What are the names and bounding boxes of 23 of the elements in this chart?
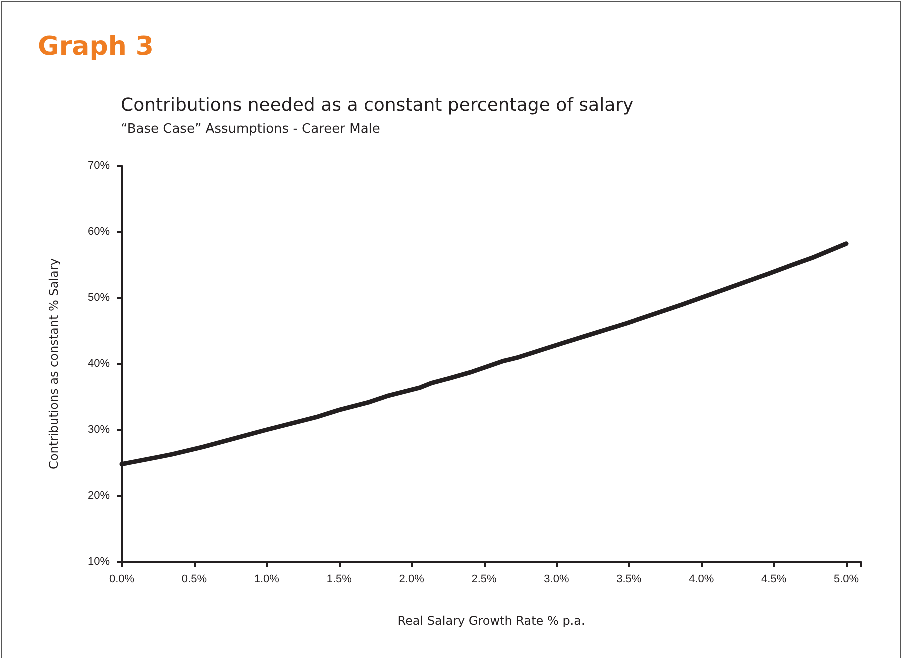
caption: Graph 3 <box>38 32 154 62</box>
x-axis-title: Real Salary Growth Rate % p.a. <box>398 614 586 628</box>
x-tick-label: 1.5% <box>326 574 352 586</box>
x-tick-label: 1.0% <box>254 574 280 586</box>
y-tick-label: 10% <box>88 556 110 568</box>
y-tick-label: 20% <box>88 490 110 502</box>
x-tick-label: 2.5% <box>472 574 498 586</box>
y-axis-title: Contributions as constant % Salary <box>47 258 61 470</box>
y-tick-label: 60% <box>88 226 110 238</box>
x-tick-label: 4.0% <box>689 574 714 586</box>
chart-subtitle: “Base Case” Assumptions - Career Male <box>121 122 380 137</box>
x-tick-label: 3.0% <box>544 574 570 586</box>
y-tick-label: 30% <box>88 424 110 436</box>
x-tick-label: 0.0% <box>109 574 135 586</box>
x-tick-label: 2.0% <box>399 574 425 586</box>
chart-title: Contributions needed as a constant percentage of salary <box>121 95 634 116</box>
y-tick-label: 50% <box>88 292 110 304</box>
x-tick-label: 5.0% <box>834 574 860 586</box>
x-tick-label: 3.5% <box>616 574 642 586</box>
y-tick-label: 70% <box>88 160 110 172</box>
x-tick-label: 0.5% <box>182 574 208 586</box>
x-tick-label: 4.5% <box>762 574 787 586</box>
y-tick-label: 40% <box>88 358 110 370</box>
